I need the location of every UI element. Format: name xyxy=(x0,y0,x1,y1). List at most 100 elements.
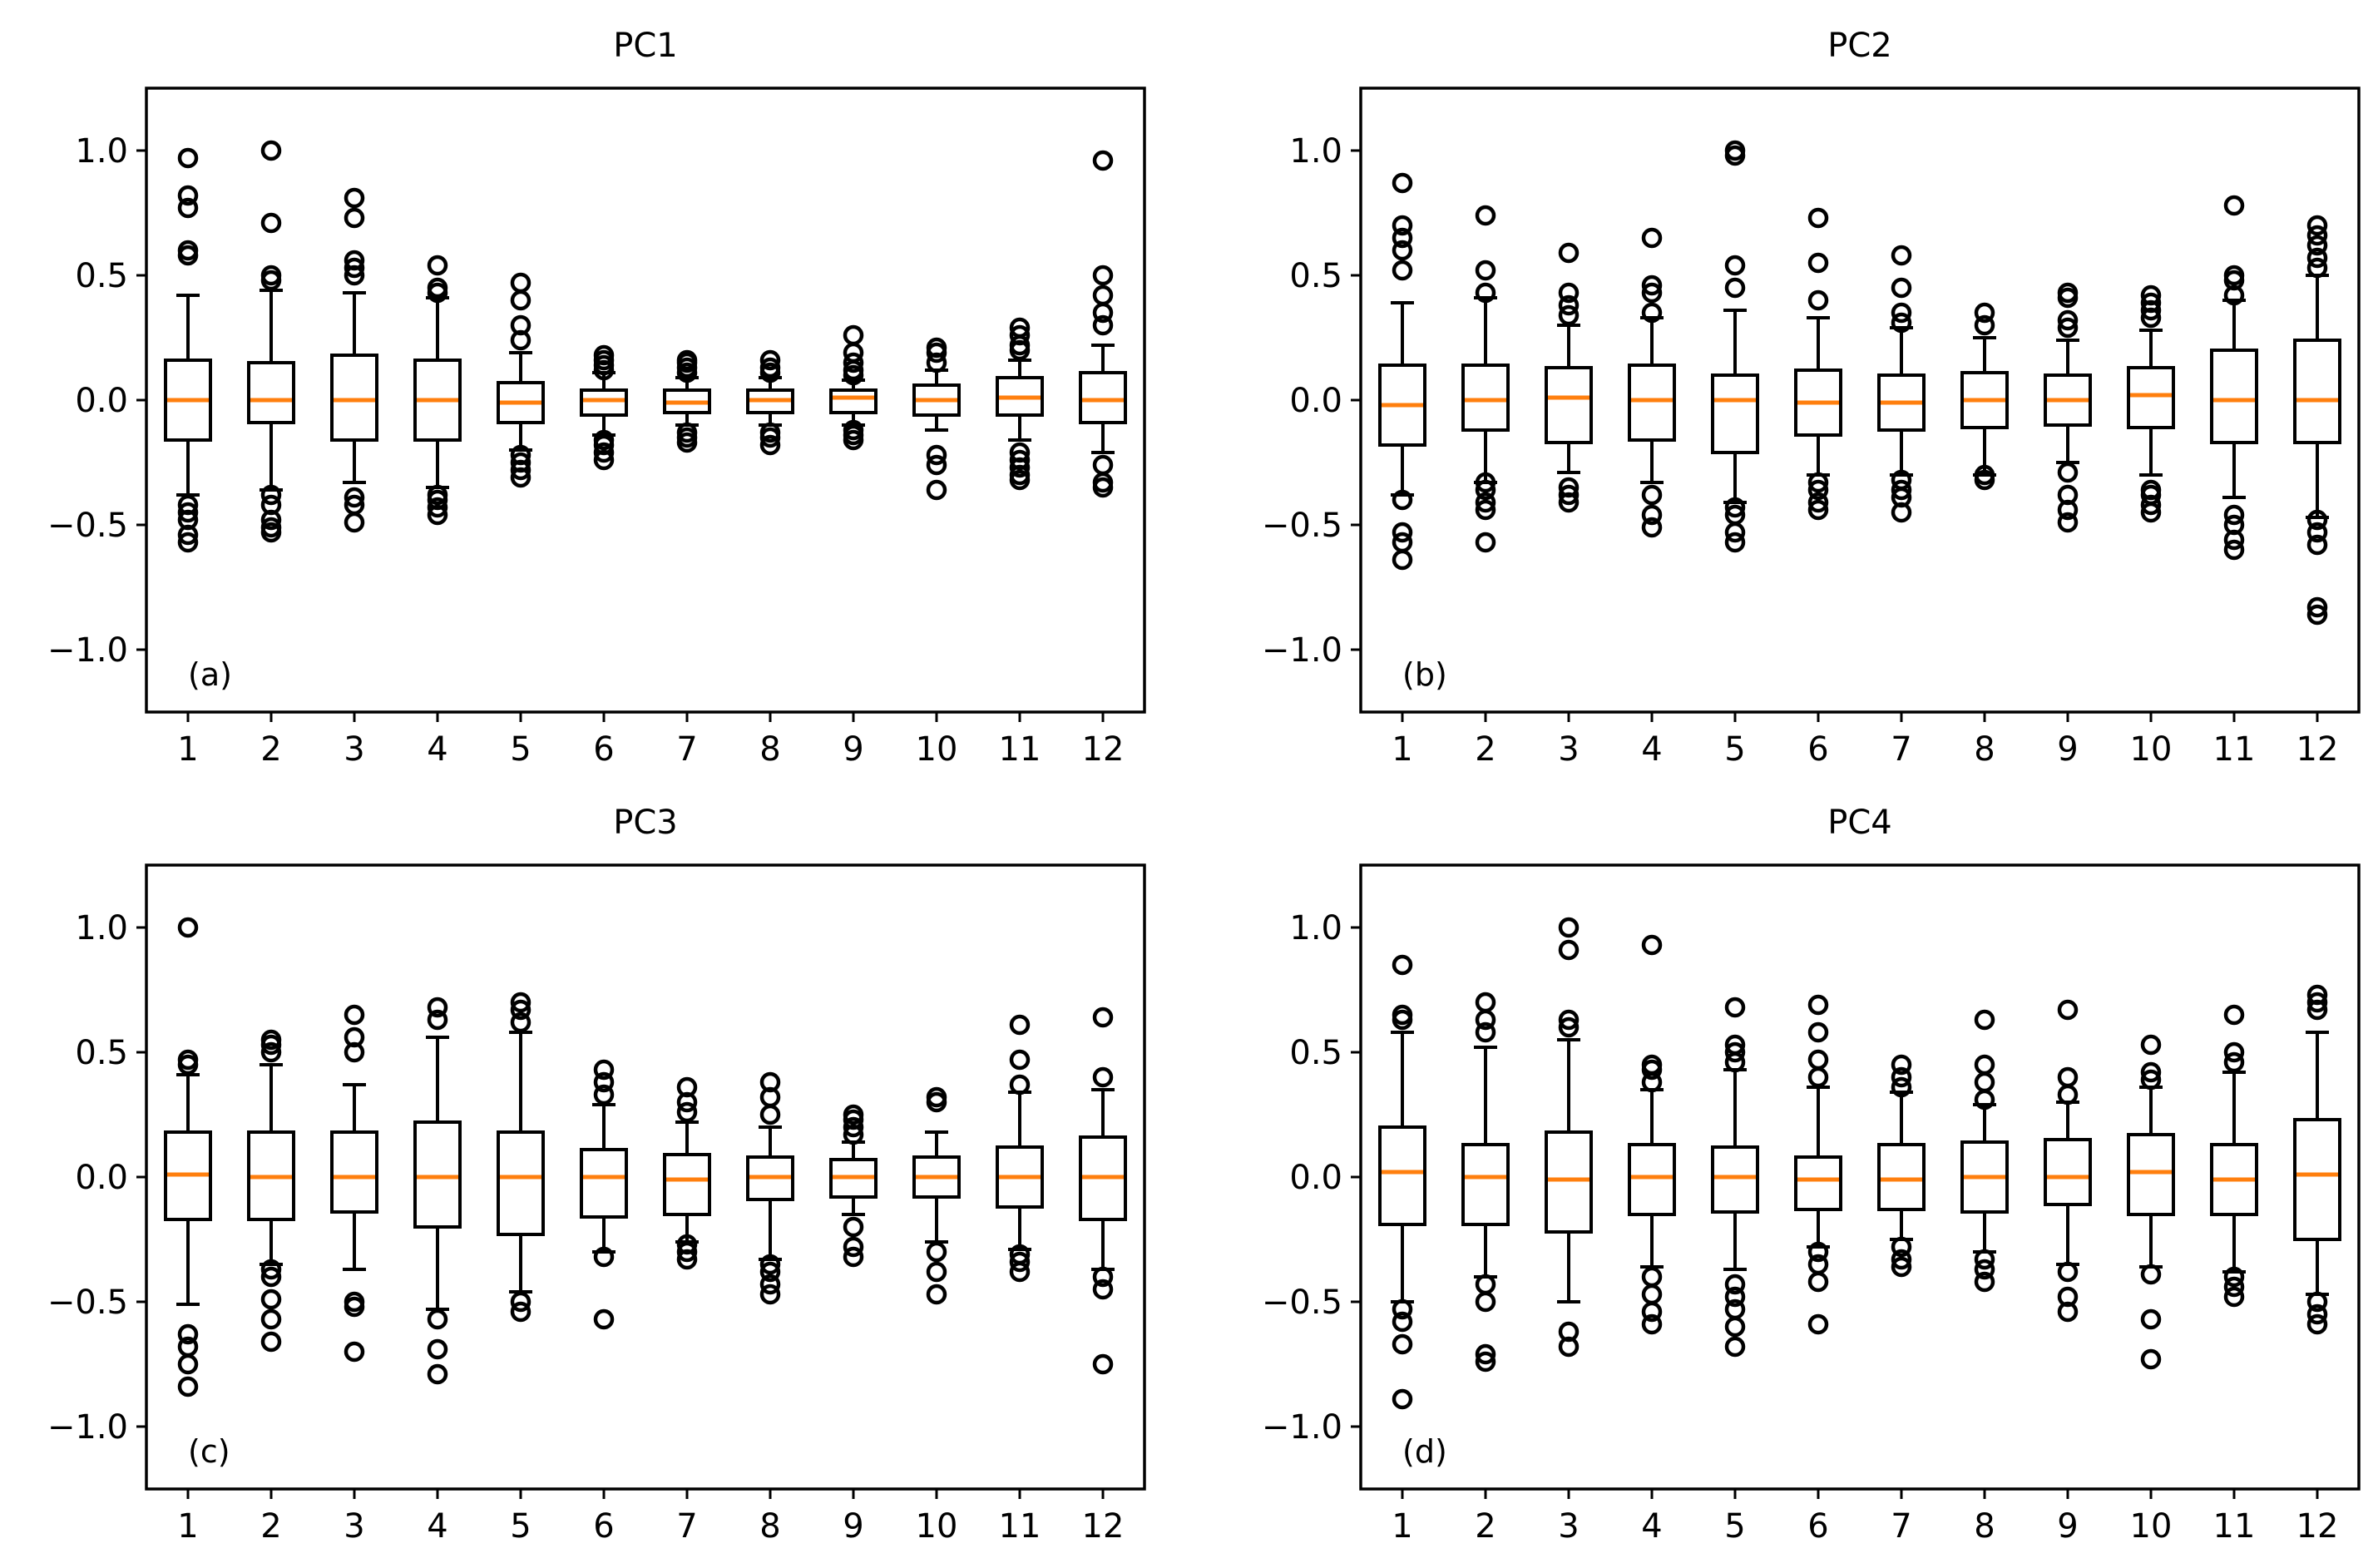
outlier-point xyxy=(427,1308,448,1330)
outlier-point xyxy=(260,1041,282,1063)
box-3: 3 xyxy=(330,1004,378,1546)
outlier-point xyxy=(843,1116,864,1138)
outlier-point xyxy=(1724,140,1746,161)
outlier-point xyxy=(2223,504,2245,526)
outlier-point xyxy=(1891,479,1912,501)
box-iqr xyxy=(746,388,794,414)
outlier-point xyxy=(2306,257,2328,279)
outlier-point xyxy=(843,419,864,441)
outlier-point xyxy=(344,1004,365,1026)
outlier-point xyxy=(1392,215,1413,236)
outlier-point xyxy=(2306,534,2328,556)
x-tick-label: 12 xyxy=(2296,1507,2339,1546)
x-tick-label: 5 xyxy=(510,730,531,769)
x-tick-label: 11 xyxy=(999,1507,1041,1546)
x-tick-label: 2 xyxy=(1475,1507,1496,1546)
y-tick-label: 0.5 xyxy=(1289,257,1342,295)
outlier-point xyxy=(926,444,947,466)
x-tick-label: 4 xyxy=(1641,1507,1662,1546)
outlier-point xyxy=(1392,489,1413,511)
outlier-point xyxy=(344,250,365,271)
box-iqr xyxy=(1960,371,2009,429)
outlier-point xyxy=(344,207,365,229)
box-4: 4 xyxy=(1628,934,1676,1546)
x-tick-label: 7 xyxy=(1891,730,1911,769)
box-10: 10 xyxy=(2127,1034,2175,1546)
x-tick-label: 9 xyxy=(843,1507,863,1546)
box-2: 2 xyxy=(1461,992,1510,1546)
outlier-point xyxy=(2057,999,2079,1021)
outlier-point xyxy=(260,494,282,516)
outlier-point xyxy=(1974,1054,1995,1076)
outlier-point xyxy=(1092,1007,1114,1028)
outlier-point xyxy=(1475,260,1496,281)
x-tick-label: 1 xyxy=(1392,730,1412,769)
y-tick-label: −0.5 xyxy=(1262,1284,1342,1322)
box-10: 10 xyxy=(912,1086,961,1546)
outlier-point xyxy=(177,1336,199,1358)
outlier-point xyxy=(510,289,531,311)
outlier-point xyxy=(260,1266,282,1288)
box-iqr xyxy=(580,388,628,417)
outlier-point xyxy=(1558,282,1580,304)
y-tick-label: −1.0 xyxy=(47,1408,128,1447)
outlier-point xyxy=(260,517,282,538)
x-tick-label: 8 xyxy=(759,1507,780,1546)
x-tick-label: 7 xyxy=(676,730,697,769)
box-iqr xyxy=(1877,373,1926,432)
chart-title: PC1 xyxy=(613,27,678,65)
box-7: 7 xyxy=(1877,1054,1926,1546)
outlier-point xyxy=(676,1101,698,1123)
box-12: 12 xyxy=(1079,1007,1127,1546)
y-tick-label: 0.0 xyxy=(1289,1159,1342,1197)
outlier-point xyxy=(1724,1274,1746,1295)
outlier-point xyxy=(759,349,781,371)
box-12: 12 xyxy=(1079,150,1127,769)
box-iqr xyxy=(1378,1125,1426,1226)
outlier-point xyxy=(926,1261,947,1283)
outlier-point xyxy=(2223,195,2245,216)
outlier-point xyxy=(344,1341,365,1363)
y-tick-label: −1.0 xyxy=(1262,631,1342,670)
outlier-point xyxy=(1392,1388,1413,1410)
outlier-point xyxy=(1475,1291,1496,1313)
outlier-point xyxy=(1641,227,1663,249)
outlier-point xyxy=(2223,1004,2245,1026)
box-iqr xyxy=(247,1130,295,1221)
x-tick-label: 6 xyxy=(593,730,614,769)
outlier-point xyxy=(2057,309,2079,331)
x-tick-label: 1 xyxy=(177,1507,198,1546)
y-tick-label: 1.0 xyxy=(1289,909,1342,947)
outlier-point xyxy=(1807,472,1829,493)
box-iqr xyxy=(663,388,711,414)
outlier-point xyxy=(926,1284,947,1305)
x-tick-label: 9 xyxy=(2057,1507,2078,1546)
outlier-point xyxy=(2140,284,2162,306)
outlier-point xyxy=(427,997,448,1018)
box-iqr xyxy=(829,388,878,414)
outlier-point xyxy=(1475,1021,1496,1043)
box-iqr xyxy=(2293,1118,2341,1241)
x-tick-label: 4 xyxy=(427,730,447,769)
box-11: 11 xyxy=(2210,195,2258,769)
outlier-point xyxy=(1891,1256,1912,1278)
box-iqr xyxy=(1545,366,1593,444)
outlier-point xyxy=(177,147,199,169)
outlier-point xyxy=(177,502,199,523)
outlier-point xyxy=(759,1104,781,1125)
y-tick-label: 0.0 xyxy=(75,382,128,420)
box-iqr xyxy=(2127,366,2175,429)
outlier-point xyxy=(926,1241,947,1263)
outlier-point xyxy=(593,344,615,366)
outlier-point xyxy=(177,494,199,516)
box-iqr xyxy=(164,1130,212,1221)
box-iqr xyxy=(413,1120,462,1229)
outlier-point xyxy=(1641,282,1663,304)
outlier-point xyxy=(1392,1298,1413,1320)
outlier-point xyxy=(2306,509,2328,531)
panel-label: (b) xyxy=(1402,656,1447,693)
outlier-point xyxy=(427,1009,448,1031)
outlier-point xyxy=(926,479,947,501)
outlier-point xyxy=(843,1246,864,1268)
